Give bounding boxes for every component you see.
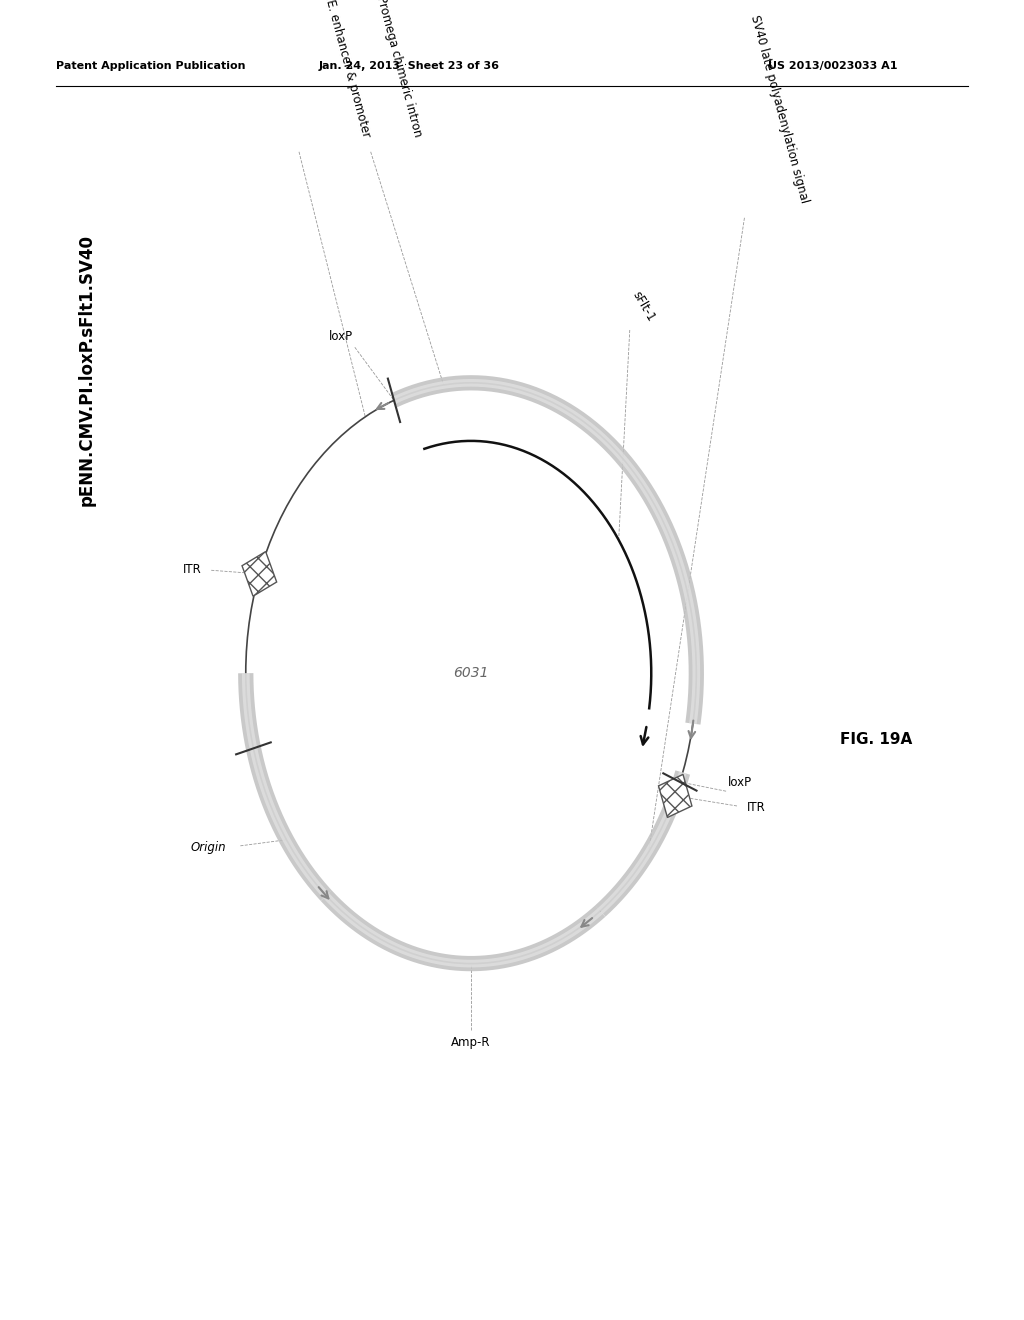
Text: pENN.CMV.PI.loxP.sFlt1.SV40: pENN.CMV.PI.loxP.sFlt1.SV40: [78, 234, 96, 506]
Text: SV40 late polyadenylation signal: SV40 late polyadenylation signal: [748, 13, 810, 205]
Text: US 2013/0023033 A1: US 2013/0023033 A1: [768, 61, 897, 71]
Text: FIG. 19A: FIG. 19A: [840, 731, 912, 747]
Text: human CMV I.E. enhancer & promoter: human CMV I.E. enhancer & promoter: [302, 0, 373, 139]
Polygon shape: [242, 552, 276, 597]
Text: Jan. 24, 2013  Sheet 23 of 36: Jan. 24, 2013 Sheet 23 of 36: [319, 61, 500, 71]
Text: Origin: Origin: [190, 841, 226, 854]
Text: ITR: ITR: [182, 562, 202, 576]
Polygon shape: [658, 775, 692, 817]
Text: sFlt-1: sFlt-1: [630, 289, 657, 323]
Text: Promega chimeric intron: Promega chimeric intron: [374, 0, 424, 139]
Text: Amp-R: Amp-R: [452, 1036, 490, 1049]
Text: ITR: ITR: [746, 801, 766, 813]
Text: loxP: loxP: [329, 330, 352, 343]
Text: 6031: 6031: [454, 667, 488, 680]
Text: Patent Application Publication: Patent Application Publication: [56, 61, 246, 71]
Text: loxP: loxP: [728, 776, 753, 788]
